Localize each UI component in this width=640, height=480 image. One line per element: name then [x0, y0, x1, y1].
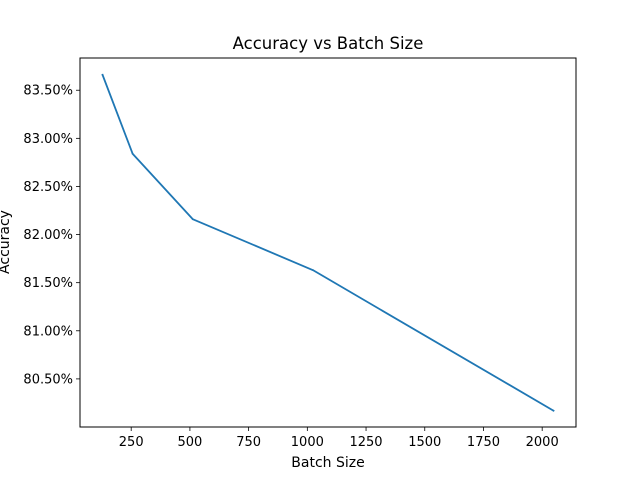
x-tick-label: 750 [236, 435, 261, 450]
y-tick-label: 83.00% [23, 132, 73, 147]
plot-area [101, 73, 555, 412]
y-axis-label: Accuracy [0, 210, 13, 274]
axes: 250 500 750 1000 1250 1500 1750 2000 80.50% 81.00… [23, 57, 577, 450]
x-tick-label: 1500 [408, 435, 441, 450]
y-tick-label: 82.00% [23, 228, 73, 243]
data-point [312, 269, 314, 272]
y-tick-label: 80.50% [23, 372, 73, 387]
x-tick-label: 1750 [467, 435, 500, 450]
x-tick-label: 250 [119, 435, 144, 450]
y-tick-label: 83.50% [23, 84, 73, 99]
y-tick-label: 81.00% [23, 324, 73, 339]
data-point [191, 218, 194, 221]
x-tick-label: 500 [177, 435, 202, 450]
x-tick-label: 2000 [526, 435, 559, 450]
y-tick-label: 81.50% [23, 276, 73, 291]
plot-frame [79, 57, 577, 428]
data-point [552, 409, 555, 412]
x-axis-label: Batch Size [291, 455, 364, 471]
x-tick-label: 1000 [291, 435, 324, 450]
data-point [101, 73, 104, 76]
y-tick-label: 82.50% [23, 180, 73, 195]
chart-title: Accuracy vs Batch Size [233, 34, 424, 53]
x-tick-label: 1250 [349, 435, 382, 450]
data-point [131, 152, 134, 155]
